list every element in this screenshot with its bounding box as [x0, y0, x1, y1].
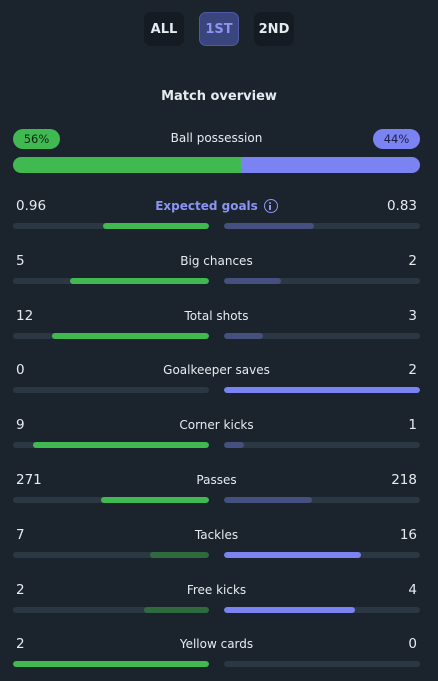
away-bar-fill: [224, 442, 244, 448]
away-bar-track: [224, 442, 420, 448]
home-bar-fill: [101, 497, 209, 503]
home-value: 2: [16, 636, 25, 652]
away-value: 218: [391, 472, 417, 488]
away-bar-track: [224, 552, 420, 558]
home-value: 0.96: [16, 198, 47, 214]
tab-1st[interactable]: 1ST: [199, 12, 239, 46]
stat-label-text: Goalkeeper saves: [163, 363, 270, 377]
stat-label: Goalkeeper saves: [13, 363, 420, 377]
stat-row: 5 Big chances 2: [13, 253, 420, 293]
away-bar-fill: [224, 607, 356, 613]
away-bar-fill: [224, 497, 313, 503]
home-bar-fill: [150, 552, 209, 558]
stat-label[interactable]: Expected goals: [13, 199, 420, 213]
stat-label: Total shots: [13, 309, 420, 323]
stat-label-text: Corner kicks: [179, 418, 254, 432]
home-bar-track: [13, 607, 209, 613]
away-value: 4: [408, 582, 417, 598]
stat-label: Yellow cards: [13, 637, 420, 651]
home-bar-fill: [13, 661, 209, 667]
stat-label-text: Expected goals: [155, 199, 258, 213]
stat-label-text: Big chances: [180, 254, 253, 268]
stat-row: 2 Yellow cards 0: [13, 636, 420, 676]
info-icon[interactable]: [263, 199, 278, 213]
home-value: 271: [16, 472, 42, 488]
away-value: 2: [408, 253, 417, 269]
home-value: 9: [16, 417, 25, 433]
stat-row: 7 Tackles 16: [13, 527, 420, 567]
stat-label-text: Total shots: [184, 309, 249, 323]
home-bar-track: [13, 333, 209, 339]
stat-row: 9 Corner kicks 1: [13, 417, 420, 457]
home-bar-fill: [103, 223, 209, 229]
home-bar-track: [13, 497, 209, 503]
stat-row: 2 Free kicks 4: [13, 582, 420, 622]
tab-all[interactable]: ALL: [144, 12, 184, 46]
section-title: Match overview: [161, 89, 277, 104]
period-tabs: ALL 1ST 2ND: [0, 12, 438, 46]
home-bar-fill: [144, 607, 209, 613]
possession-bar-away: [240, 157, 420, 173]
stat-label: Big chances: [13, 254, 420, 268]
away-bar-track: [224, 661, 420, 667]
home-bar-fill: [52, 333, 209, 339]
tab-2nd[interactable]: 2ND: [254, 12, 294, 46]
stat-row: 0 Goalkeeper saves 2: [13, 362, 420, 402]
home-bar-track: [13, 442, 209, 448]
stat-label-text: Free kicks: [186, 583, 247, 597]
stat-label: Corner kicks: [13, 418, 420, 432]
stat-row: 0.96 Expected goals 0.83: [13, 198, 420, 238]
stat-label: Free kicks: [13, 583, 420, 597]
away-bar-track: [224, 497, 420, 503]
away-value: 16: [399, 527, 417, 543]
away-bar-track: [224, 333, 420, 339]
away-bar-fill: [224, 333, 264, 339]
home-value: 7: [16, 527, 25, 543]
away-bar-fill: [224, 223, 315, 229]
away-bar-track: [224, 607, 420, 613]
home-bar-track: [13, 278, 209, 284]
home-bar-fill: [69, 278, 209, 284]
home-value: 5: [16, 253, 25, 269]
possession-bar-home: [13, 157, 241, 173]
stat-row: 12 Total shots 3: [13, 308, 420, 348]
away-bar-fill: [224, 278, 281, 284]
home-bar-track: [13, 552, 209, 558]
possession-label: Ball possession: [170, 131, 263, 145]
possession-bar: [13, 157, 420, 173]
stat-row: 271 Passes 218: [13, 472, 420, 512]
away-value: 3: [408, 308, 417, 324]
away-value: 0.83: [386, 198, 417, 214]
stat-label-text: Yellow cards: [179, 637, 254, 651]
away-bar-fill: [224, 387, 420, 393]
home-bar-track: [13, 387, 209, 393]
away-bar-track: [224, 223, 420, 229]
home-value: 12: [16, 308, 34, 324]
home-value: 2: [16, 582, 25, 598]
home-bar-track: [13, 661, 209, 667]
away-value: 1: [408, 417, 417, 433]
away-value: 0: [408, 636, 417, 652]
home-possession-badge: 56%: [13, 129, 60, 149]
home-bar-track: [13, 223, 209, 229]
home-bar-fill: [32, 442, 209, 448]
stat-label: Tackles: [13, 528, 420, 542]
home-value: 0: [16, 362, 25, 378]
stat-label-text: Passes: [196, 473, 237, 487]
stat-label: Passes: [13, 473, 420, 487]
away-bar-track: [224, 278, 420, 284]
away-value: 2: [408, 362, 417, 378]
possession-row: 56% Ball possession 44%: [13, 129, 420, 149]
stat-label-text: Tackles: [194, 528, 239, 542]
away-possession-badge: 44%: [373, 129, 420, 149]
away-bar-track: [224, 387, 420, 393]
away-bar-fill: [224, 552, 362, 558]
